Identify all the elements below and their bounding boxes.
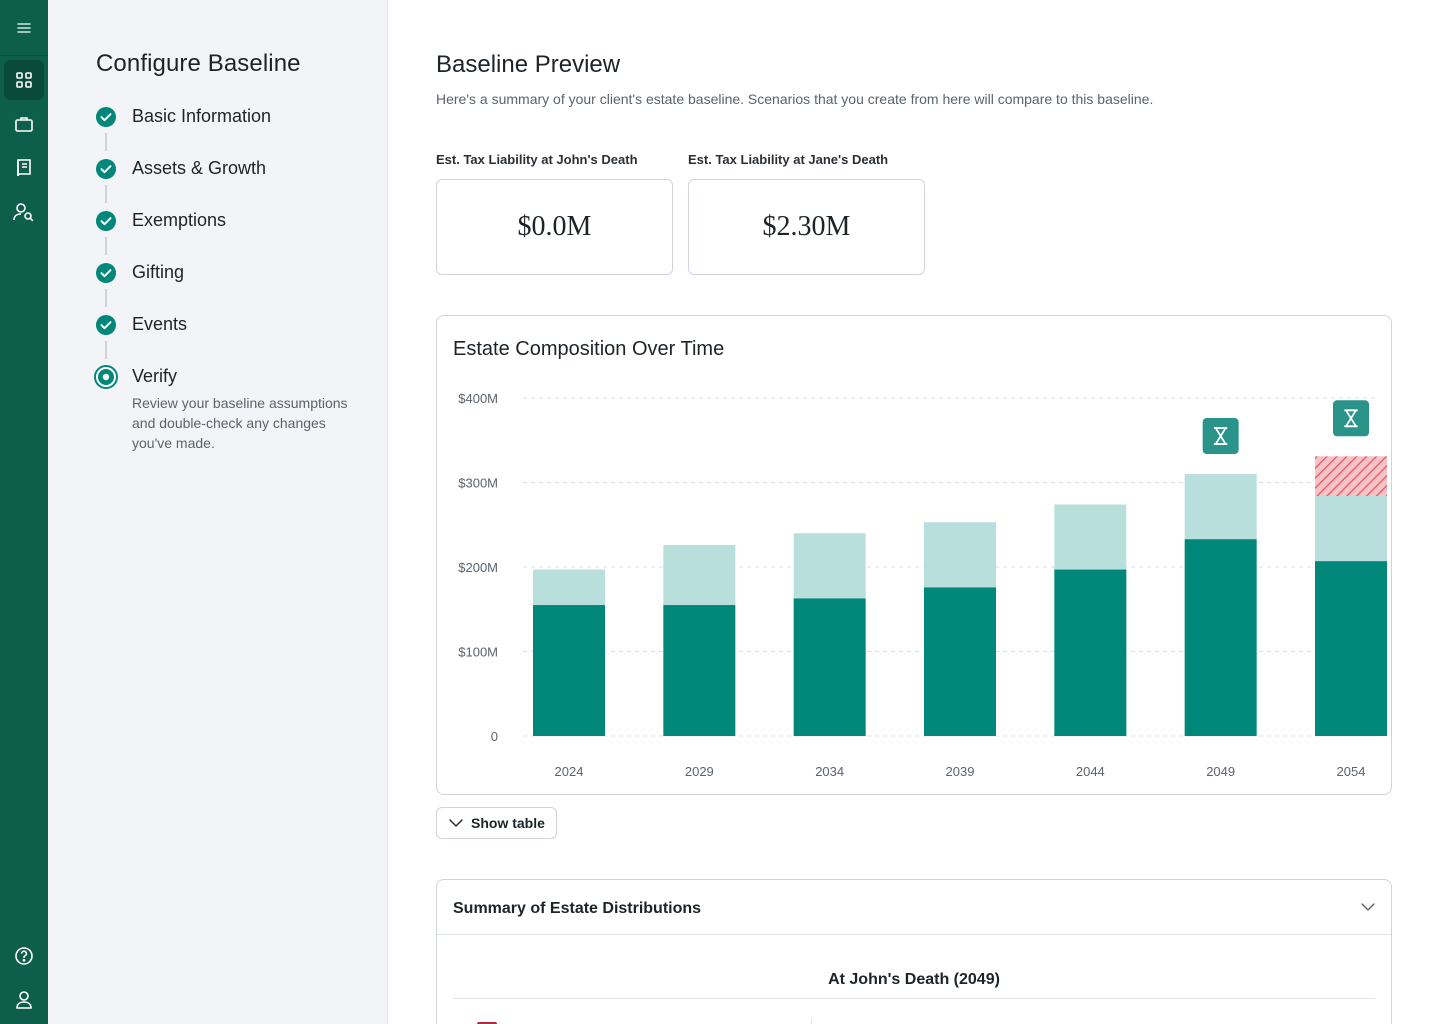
- nav-documents-button[interactable]: [4, 148, 44, 188]
- user-search-icon: [13, 203, 34, 222]
- bar-segment-base[interactable]: [533, 605, 605, 736]
- nav-portfolio-button[interactable]: [4, 104, 44, 144]
- summary-distributions-card: Summary of Estate Distributions At John'…: [436, 879, 1392, 1024]
- chart-title: Estate Composition Over Time: [453, 338, 725, 360]
- hourglass-marker[interactable]: [1202, 418, 1239, 455]
- bar-segment-tax[interactable]: [1315, 456, 1387, 497]
- step-description: Review your baseline assumptions and dou…: [132, 395, 348, 451]
- x-tick-label: 2029: [685, 764, 714, 779]
- help-button[interactable]: [4, 936, 44, 976]
- page-title: Baseline Preview: [436, 51, 621, 78]
- menu-icon: [17, 22, 31, 33]
- dashboard-grid-icon: [16, 72, 32, 88]
- help-icon: [15, 947, 33, 965]
- menu-button[interactable]: [0, 0, 48, 56]
- x-tick-label: 2054: [1337, 764, 1366, 779]
- profile-button[interactable]: [4, 980, 44, 1020]
- step-label: Verify: [132, 366, 178, 386]
- y-tick-label: $100M: [458, 645, 498, 660]
- bar-segment-upper[interactable]: [663, 545, 736, 606]
- summary-title: Summary of Estate Distributions: [453, 900, 702, 917]
- y-tick-label: $400M: [458, 391, 498, 406]
- briefcase-icon: [15, 117, 33, 132]
- x-tick-label: 2024: [555, 764, 584, 779]
- y-tick-label: $300M: [458, 476, 498, 491]
- bar-segment-upper[interactable]: [533, 569, 605, 606]
- app-nav-rail: [0, 0, 48, 1024]
- estate-composition-chart: 0 $100M $200M $300M $400M 2024 2029 2034 2039 204…: [458, 391, 1387, 779]
- step-label: Basic Information: [132, 106, 272, 126]
- metric-label-jane: Est. Tax Liability at Jane's Death: [688, 152, 889, 167]
- x-tick-label: 2034: [815, 764, 844, 779]
- estate-composition-chart-card: Estate Composition Over Time 0 $100M $200M…: [436, 315, 1392, 795]
- summary-accordion-header[interactable]: Summary of Estate Distributions: [437, 880, 1391, 935]
- step-label: Assets & Growth: [132, 158, 267, 178]
- hourglass-icon: [1344, 409, 1358, 428]
- step-label: Exemptions: [132, 210, 227, 230]
- x-tick-label: 2044: [1076, 764, 1105, 779]
- check-circle-icon: [96, 263, 116, 283]
- hourglass-icon: [1213, 427, 1228, 445]
- step-connector: [105, 133, 107, 151]
- bar-segment-base[interactable]: [663, 605, 736, 736]
- bar-segment-base[interactable]: [1054, 569, 1127, 736]
- bar-segment-upper[interactable]: [924, 522, 996, 588]
- step-events[interactable]: Events: [94, 313, 374, 337]
- book-icon: [17, 159, 31, 177]
- bar-segment-base[interactable]: [1184, 539, 1257, 736]
- bar-segment-base[interactable]: [1315, 561, 1387, 736]
- nav-clients-button[interactable]: [4, 192, 44, 232]
- bar-segment-upper[interactable]: [1315, 496, 1387, 562]
- bar-segment-upper[interactable]: [793, 533, 866, 599]
- step-label: Gifting: [132, 262, 185, 282]
- step-connector: [105, 237, 107, 255]
- x-tick-label: 2049: [1206, 764, 1235, 779]
- nav-dashboard-button[interactable]: [4, 60, 44, 100]
- metric-label-john: Est. Tax Liability at John's Death: [436, 152, 638, 167]
- step-connector: [105, 341, 107, 359]
- chevron-down-icon: [1361, 903, 1375, 911]
- x-tick-label: 2039: [946, 764, 975, 779]
- check-circle-icon: [96, 107, 116, 127]
- step-exemptions[interactable]: Exemptions: [94, 209, 374, 233]
- summary-divider: [453, 998, 1375, 999]
- step-verify[interactable]: Verify: [94, 365, 374, 389]
- check-circle-icon: [96, 315, 116, 335]
- configure-stepper-panel: Configure Baseline Basic Information Ass…: [48, 0, 388, 1024]
- step-basic-information[interactable]: Basic Information: [94, 105, 374, 129]
- profile-icon: [16, 991, 32, 1009]
- legend-swatch: [477, 1022, 497, 1024]
- bar-segment-base[interactable]: [924, 587, 996, 736]
- hourglass-marker[interactable]: [1333, 400, 1369, 437]
- baseline-preview-main: Baseline Preview Here's a summary of you…: [388, 0, 1440, 1024]
- step-connector: [105, 289, 107, 307]
- step-gifting[interactable]: Gifting: [94, 261, 374, 285]
- show-table-label: Show table: [471, 815, 545, 831]
- summary-subtitle: At John's Death (2049): [828, 971, 1000, 988]
- stepper-title: Configure Baseline: [96, 50, 301, 77]
- page-subtitle: Here's a summary of your client's estate…: [436, 91, 1154, 107]
- check-circle-icon: [96, 211, 116, 231]
- step-label: Events: [132, 314, 188, 334]
- current-step-icon: [94, 365, 118, 389]
- bar-segment-upper[interactable]: [1184, 474, 1257, 540]
- step-assets-growth[interactable]: Assets & Growth: [94, 157, 374, 181]
- bar-segment-upper[interactable]: [1054, 504, 1127, 570]
- column-divider: [811, 1018, 812, 1024]
- y-tick-label: $200M: [458, 560, 498, 575]
- metric-card-jane: $2.30M: [688, 179, 925, 275]
- bar-segment-base[interactable]: [793, 598, 866, 736]
- metric-card-john: $0.0M: [436, 179, 673, 275]
- show-table-button[interactable]: Show table: [436, 807, 557, 839]
- step-connector: [105, 185, 107, 203]
- y-tick-label: 0: [491, 729, 498, 744]
- chevron-down-icon: [449, 819, 463, 827]
- check-circle-icon: [96, 159, 116, 179]
